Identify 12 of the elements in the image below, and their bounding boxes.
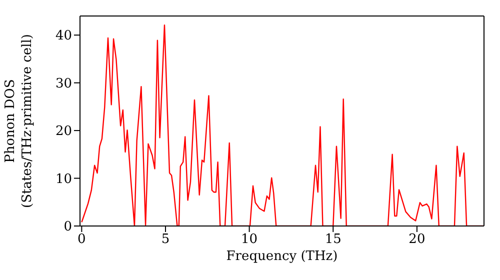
- y-tick-label: 40: [55, 28, 72, 44]
- x-tick-label: 10: [241, 232, 258, 248]
- x-tick-label: 5: [161, 232, 170, 248]
- x-tick-label: 20: [408, 232, 426, 248]
- x-axis-title: Frequency (THz): [226, 249, 338, 264]
- x-tick-label: 15: [324, 232, 342, 248]
- y-tick-label: 10: [55, 172, 72, 187]
- x-tick-label: 0: [78, 232, 86, 248]
- y-tick-label: 20: [55, 124, 72, 140]
- y-axis-title: Phonon DOS (States/THz·primitive cell): [3, 34, 35, 208]
- y-tick-label: 0: [64, 220, 72, 235]
- y-tick-label: 30: [55, 76, 72, 92]
